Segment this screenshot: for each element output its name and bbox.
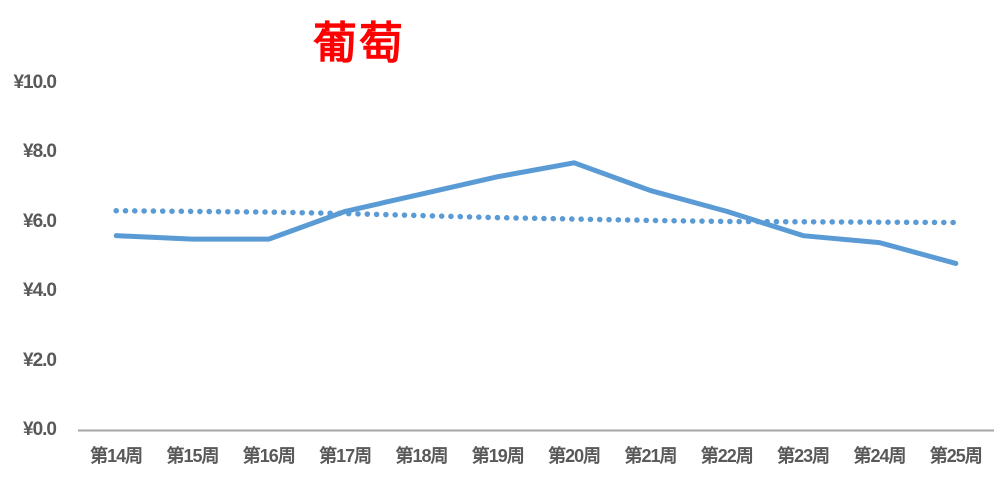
x-axis-tick-label: 第17周 [319, 446, 372, 466]
dotted-series-line [113, 207, 959, 226]
chart-title: 葡萄 [313, 19, 405, 68]
x-axis-tick-label: 第25周 [929, 446, 983, 466]
y-axis-tick-label: ¥10.0 [13, 72, 57, 93]
x-axis-tick-label: 第24周 [853, 446, 906, 466]
x-axis-tick-label: 第19周 [471, 446, 525, 466]
x-axis-tick-label: 第15周 [166, 446, 219, 466]
solid-series-line [113, 160, 959, 266]
x-axis-tick-label: 第14周 [90, 446, 143, 466]
y-axis-tick-label: ¥8.0 [23, 141, 57, 163]
x-axis-tick-label: 第21周 [624, 446, 677, 466]
y-axis-tick-label: ¥0.0 [23, 419, 57, 440]
x-axis-tick-label: 第20周 [548, 446, 601, 466]
y-axis-tick-label: ¥6.0 [23, 210, 57, 232]
x-axis-tick-label: 第18周 [395, 446, 448, 466]
x-axis-tick-label: 第22周 [700, 446, 754, 466]
x-axis-tick-label: 第16周 [242, 446, 296, 466]
y-axis-tick-label: ¥4.0 [23, 280, 57, 302]
y-axis-tick-label: ¥2.0 [23, 349, 57, 371]
x-axis-tick-label: 第23周 [777, 446, 830, 466]
